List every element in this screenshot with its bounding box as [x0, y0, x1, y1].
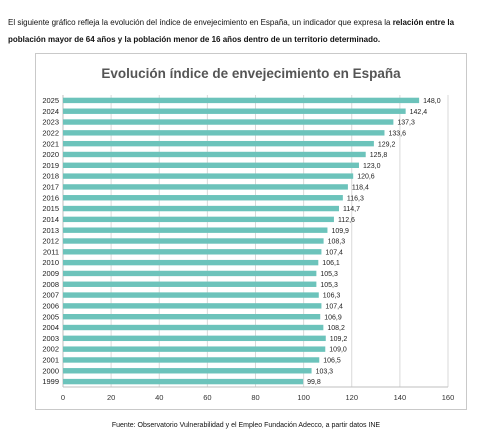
intro-paragraph: El siguiente gráfico refleja la evolució… — [8, 14, 484, 48]
bar — [63, 97, 420, 104]
bar — [63, 303, 322, 309]
value-label: 105,3 — [320, 271, 338, 278]
bar — [63, 281, 317, 287]
category-label: 2009 — [42, 269, 59, 278]
bar — [63, 357, 320, 363]
value-label: 108,2 — [327, 325, 345, 332]
category-label: 2000 — [42, 366, 59, 375]
x-tick-label: 0 — [61, 393, 65, 402]
category-label: 2008 — [42, 280, 59, 289]
bar — [63, 151, 366, 158]
value-label: 109,9 — [331, 228, 349, 235]
bar — [63, 368, 312, 374]
bar — [63, 270, 317, 277]
value-label: 133,6 — [388, 130, 406, 137]
category-label: 2018 — [42, 172, 59, 181]
x-tick-label: 120 — [345, 393, 358, 402]
category-label: 2022 — [42, 128, 59, 137]
bar — [63, 108, 406, 114]
bar — [63, 173, 354, 179]
chart-frame: Evolución índice de envejecimiento en Es… — [35, 53, 467, 410]
value-label: 105,3 — [320, 282, 338, 289]
value-label: 114,7 — [343, 206, 360, 213]
value-label: 106,3 — [323, 293, 341, 300]
value-label: 108,3 — [328, 239, 346, 246]
bar — [63, 238, 324, 244]
category-label: 2023 — [42, 118, 59, 127]
bar — [63, 140, 374, 147]
bar — [63, 346, 326, 352]
category-label: 2011 — [43, 247, 59, 256]
category-label: 2001 — [42, 356, 59, 365]
bar — [63, 324, 324, 331]
bar — [63, 216, 334, 223]
intro-text: El siguiente gráfico refleja la evolució… — [8, 18, 393, 27]
category-label: 2005 — [42, 312, 59, 321]
value-label: 123,0 — [363, 163, 381, 170]
category-label: 2017 — [42, 183, 59, 192]
category-label: 2010 — [42, 258, 59, 267]
category-label: 2019 — [42, 161, 59, 170]
category-label: 2024 — [42, 107, 59, 116]
bar — [63, 378, 304, 385]
bar — [63, 314, 321, 320]
category-label: 2002 — [42, 345, 59, 354]
category-label: 2007 — [42, 291, 59, 300]
x-tick-label: 100 — [297, 393, 310, 402]
value-label: 99,8 — [307, 379, 321, 386]
bar-chart: 0 20 40 60 80 100 120 140 160 2025 148,0 2024 142,4 2… — [42, 95, 455, 402]
value-label: 118,4 — [352, 185, 369, 192]
bar — [63, 227, 328, 233]
value-label: 116,3 — [347, 195, 364, 202]
value-label: 106,1 — [322, 260, 340, 267]
category-label: 2004 — [42, 323, 59, 332]
value-label: 103,3 — [316, 368, 334, 375]
x-tick-label: 40 — [155, 393, 163, 402]
value-label: 129,2 — [378, 141, 396, 148]
category-label: 2012 — [42, 237, 59, 246]
intro-bold-text: relación entre la población mayor de 64 … — [8, 18, 455, 44]
bar — [63, 249, 322, 255]
chart-title: Evolución índice de envejecimiento en Es… — [101, 66, 401, 81]
bar — [63, 335, 326, 342]
category-label: 2016 — [42, 193, 59, 202]
value-label: 109,0 — [329, 347, 347, 354]
value-label: 107,4 — [325, 303, 343, 310]
category-label: 2025 — [42, 96, 59, 105]
bar — [63, 195, 343, 201]
bar — [63, 119, 394, 125]
value-label: 125,8 — [370, 152, 388, 159]
value-label: 142,4 — [410, 109, 428, 116]
x-tick-label: 140 — [394, 393, 407, 402]
category-label: 2013 — [42, 226, 59, 235]
value-label: 106,9 — [324, 314, 342, 321]
value-label: 120,6 — [357, 174, 375, 181]
value-label: 148,0 — [423, 98, 441, 105]
bar — [63, 184, 348, 190]
category-label: 2003 — [42, 334, 59, 343]
category-label: 2014 — [42, 215, 59, 224]
category-label: 1999 — [42, 377, 59, 386]
category-label: 2015 — [42, 204, 59, 213]
x-tick-label: 60 — [203, 393, 211, 402]
source-caption: Fuente: Observatorio Vulnerabilidad y el… — [111, 422, 381, 429]
bar — [63, 205, 339, 212]
bar — [63, 292, 319, 298]
value-label: 137,3 — [397, 120, 415, 127]
category-label: 2021 — [42, 139, 59, 148]
bar — [63, 130, 385, 136]
category-label: 2020 — [42, 150, 59, 159]
value-label: 107,4 — [325, 249, 343, 256]
x-tick-label: 80 — [251, 393, 259, 402]
category-label: 2006 — [42, 301, 59, 310]
value-label: 112,6 — [338, 217, 355, 224]
bar — [63, 259, 319, 266]
x-tick-label: 160 — [442, 393, 455, 402]
value-label: 106,5 — [323, 358, 341, 365]
x-tick-label: 20 — [107, 393, 115, 402]
value-label: 109,2 — [330, 336, 348, 343]
bar — [63, 162, 359, 168]
